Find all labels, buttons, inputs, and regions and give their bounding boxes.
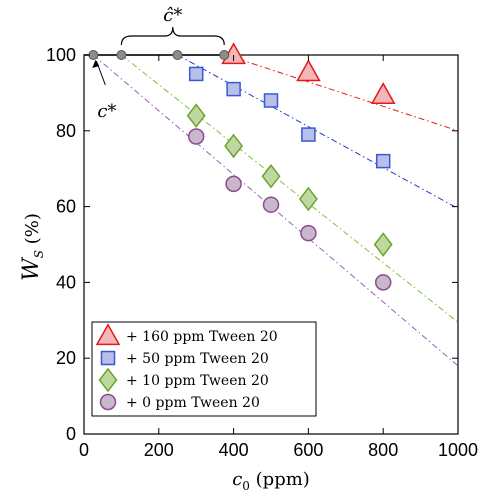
x-tick-label: 0 [79, 440, 89, 460]
data-point-series-3 [187, 128, 205, 145]
annotations: c* ĉ* [92, 5, 225, 122]
legend-marker-series-2 [98, 367, 118, 393]
markers [88, 42, 396, 291]
data-point-series-1 [226, 81, 241, 97]
legend: + 160 ppm Tween 20 + 50 ppm Tween 20 + 10 … [91, 321, 317, 417]
data-point-series-2 [298, 186, 318, 212]
data-point-series-3 [300, 224, 317, 242]
data-point-series-1 [375, 153, 391, 169]
legend-label-series-2: + 10 ppm Tween 20 [126, 373, 269, 389]
y-tick-label: 20 [56, 348, 76, 368]
c-star-label: c* [97, 101, 116, 122]
baseline-point [116, 50, 127, 60]
y-tick-label: 60 [56, 197, 76, 217]
x-tick-label: 1000 [438, 440, 478, 460]
data-point-series-3 [262, 196, 280, 213]
data-point-series-0 [296, 59, 321, 82]
y-tick-label: 0 [66, 424, 76, 444]
data-point-series-1 [301, 127, 316, 142]
legend-box [91, 321, 317, 417]
y-tick-label: 40 [56, 272, 76, 292]
data-point-series-1 [188, 66, 204, 82]
data-point-series-1 [263, 93, 279, 108]
legend-marker-series-0 [95, 323, 121, 346]
c-star-arrowhead [92, 60, 100, 68]
x-tick-label: 400 [219, 440, 249, 460]
legend-label-series-1: + 50 ppm Tween 20 [126, 351, 269, 367]
baseline-point [172, 50, 183, 60]
fit-line-series-0 [225, 54, 459, 132]
c-hat-star-brace [120, 26, 225, 46]
c-hat-star-label: ĉ* [163, 5, 182, 26]
data-point-series-0 [370, 82, 396, 104]
y-axis-label-sub: S [32, 250, 46, 258]
data-point-series-2 [373, 232, 393, 257]
baseline-point [88, 50, 99, 60]
y-axis-label: WS (%) [19, 213, 46, 281]
plot-frame [83, 54, 459, 435]
x-axis-label: c0 (ppm) [232, 469, 310, 493]
y-axis-label-unit: (%) [22, 213, 43, 250]
data-point-series-2 [224, 133, 244, 159]
fit-line-series-1 [177, 54, 459, 209]
x-tick-label: 600 [293, 440, 323, 460]
y-axis-ticks: 0 20 40 60 80 100 [46, 45, 458, 444]
x-axis-label-sub: 0 [242, 479, 250, 493]
y-tick-label: 100 [46, 45, 76, 65]
x-axis-label-var: c [232, 469, 242, 490]
data-point-series-2 [186, 103, 206, 128]
baseline-point [219, 50, 230, 60]
data-point-series-3 [225, 175, 242, 193]
x-axis-ticks: 0 200 400 600 800 1000 [79, 55, 478, 460]
fit-line-series-2 [121, 54, 459, 323]
legend-label-series-0: + 160 ppm Tween 20 [126, 329, 278, 345]
x-axis-label-unit: (ppm) [250, 469, 310, 490]
data-point-series-2 [261, 163, 281, 189]
legend-marker-series-1 [100, 350, 116, 366]
x-tick-label: 800 [368, 440, 398, 460]
legend-marker-series-3 [99, 393, 117, 411]
data-point-series-3 [374, 274, 392, 291]
y-axis-label-var: W [19, 256, 44, 281]
legend-label-series-3: + 0 ppm Tween 20 [126, 395, 260, 411]
y-tick-label: 80 [56, 121, 76, 141]
x-tick-label: 200 [144, 440, 174, 460]
